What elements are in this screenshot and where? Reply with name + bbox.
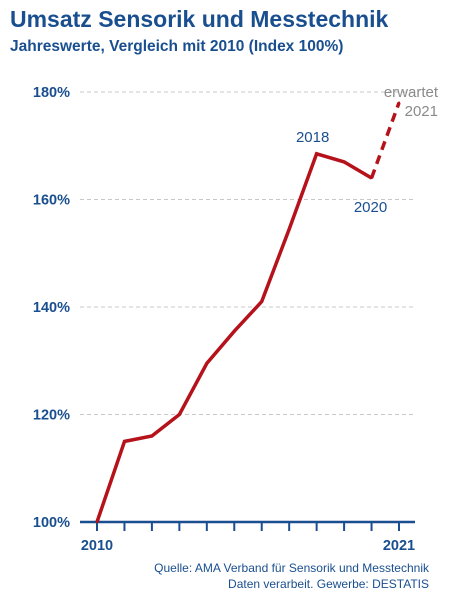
y-tick-label-180: 180% bbox=[33, 85, 70, 101]
data-point-2010 bbox=[95, 520, 99, 524]
data-point-2013 bbox=[178, 413, 181, 416]
data-point-2011 bbox=[123, 440, 126, 443]
data-point-2017 bbox=[287, 227, 291, 231]
data-point-2015 bbox=[233, 329, 236, 333]
chart-title: Umsatz Sensorik und Messtechnik bbox=[10, 6, 389, 32]
chart-subtitle: Jahreswerte, Vergleich mit 2010 (Index 1… bbox=[10, 38, 344, 55]
y-tick-label-140: 140% bbox=[33, 300, 70, 316]
series-line-expected bbox=[369, 102, 401, 179]
x-tick-label-2010: 2010 bbox=[81, 538, 113, 554]
data-point-2020 bbox=[370, 176, 373, 180]
source-line-2: Daten verarbeit. Gewerbe: DESTATIS bbox=[228, 577, 429, 591]
annotations: 2018 2020 erwartet 2021 bbox=[296, 84, 439, 216]
annotation-2018: 2018 bbox=[296, 129, 329, 146]
x-tick-label-2021: 2021 bbox=[383, 538, 415, 554]
data-point-2021 bbox=[397, 101, 401, 104]
source-note: Quelle: AMA Verband für Sensorik und Mes… bbox=[154, 560, 429, 592]
annotation-erwartet: erwartet bbox=[384, 84, 439, 101]
source-line-1: Quelle: AMA Verband für Sensorik und Mes… bbox=[154, 561, 429, 575]
data-point-2014 bbox=[205, 362, 209, 365]
x-axis: 2010 2021 bbox=[80, 520, 415, 554]
data-point-2019 bbox=[342, 160, 346, 164]
y-tick-label-160: 160% bbox=[33, 193, 70, 209]
gridlines bbox=[80, 91, 415, 415]
y-tick-label-100: 100% bbox=[33, 515, 70, 531]
y-tick-label-120: 120% bbox=[33, 408, 70, 424]
series-umsatz bbox=[95, 101, 401, 524]
data-point-2018 bbox=[315, 152, 318, 156]
data-point-2016 bbox=[260, 300, 263, 303]
annotation-2021: 2021 bbox=[405, 103, 438, 120]
y-axis: 100% 120% 140% 160% 180% bbox=[33, 85, 70, 531]
series-line-actual bbox=[95, 151, 373, 523]
annotation-2020: 2020 bbox=[354, 199, 387, 216]
data-point-2012 bbox=[150, 434, 154, 438]
